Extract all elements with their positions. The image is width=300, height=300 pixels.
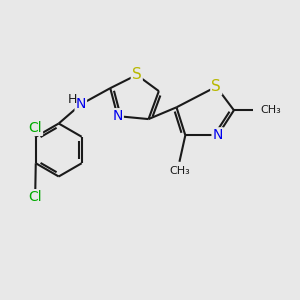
Text: N: N: [212, 128, 223, 142]
Text: Cl: Cl: [28, 190, 42, 204]
Text: CH₃: CH₃: [169, 166, 190, 176]
Text: S: S: [132, 68, 142, 82]
Text: H: H: [67, 93, 77, 106]
Text: Cl: Cl: [28, 121, 42, 135]
Text: N: N: [76, 98, 86, 111]
Text: N: N: [112, 109, 123, 123]
Text: S: S: [212, 79, 221, 94]
Text: CH₃: CH₃: [260, 105, 281, 115]
